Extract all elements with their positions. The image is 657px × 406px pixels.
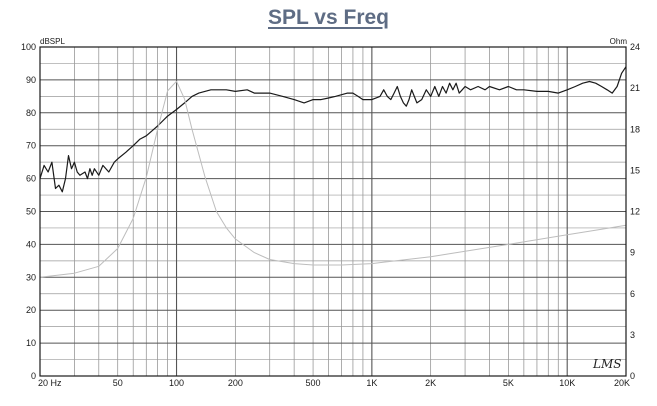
x-tick-label: 20 Hz [38,378,62,388]
y2-tick-label: 3 [630,330,635,340]
y2-tick-label: 15 [630,165,640,175]
spl-curve [39,66,627,193]
x-tick-label: 2K [425,378,436,388]
y-tick-label: 10 [26,338,36,348]
y-tick-label: 20 [26,305,36,315]
plot-frame [39,46,627,377]
y-tick-label: 100 [21,42,36,52]
y2-tick-label: 24 [630,42,640,52]
y-tick-label: 70 [26,141,36,151]
y2-tick-label: 18 [630,124,640,134]
impedance-curve [39,80,627,278]
chart-title: SPL vs Freq [268,6,389,29]
x-tick-label: 50 [113,378,123,388]
y-tick-label: 80 [26,108,36,118]
x-tick-label: 20K [614,378,630,388]
y2-tick-label: 21 [630,83,640,93]
x-tick-label: 5K [503,378,514,388]
y-tick-label: 50 [26,207,36,217]
data-curves [39,66,627,278]
y-tick-label: 90 [26,75,36,85]
x-tick-label: 100 [169,378,184,388]
axis-labels: 0 10 20 30 40 50 60 70 80 90 100 0 3 6 9 12 15 18 21 24 20 H… [21,42,640,388]
x-tick-label: 10K [559,378,575,388]
major-grid [40,47,626,376]
y2-tick-label: 9 [630,248,635,258]
y-axis-unit-label: dBSPL [40,37,65,46]
y2-axis-unit-label: Ohm [610,37,628,46]
x-tick-label: 1K [366,378,377,388]
y-tick-label: 40 [26,239,36,249]
lms-signature: LMS [592,357,621,371]
y-tick-label: 0 [31,371,36,381]
x-tick-label: 500 [306,378,321,388]
y-tick-label: 60 [26,174,36,184]
y2-tick-label: 6 [630,289,635,299]
y2-tick-label: 12 [630,207,640,217]
y2-tick-label: 0 [630,371,635,381]
x-tick-label: 200 [228,378,243,388]
y-tick-label: 30 [26,272,36,282]
